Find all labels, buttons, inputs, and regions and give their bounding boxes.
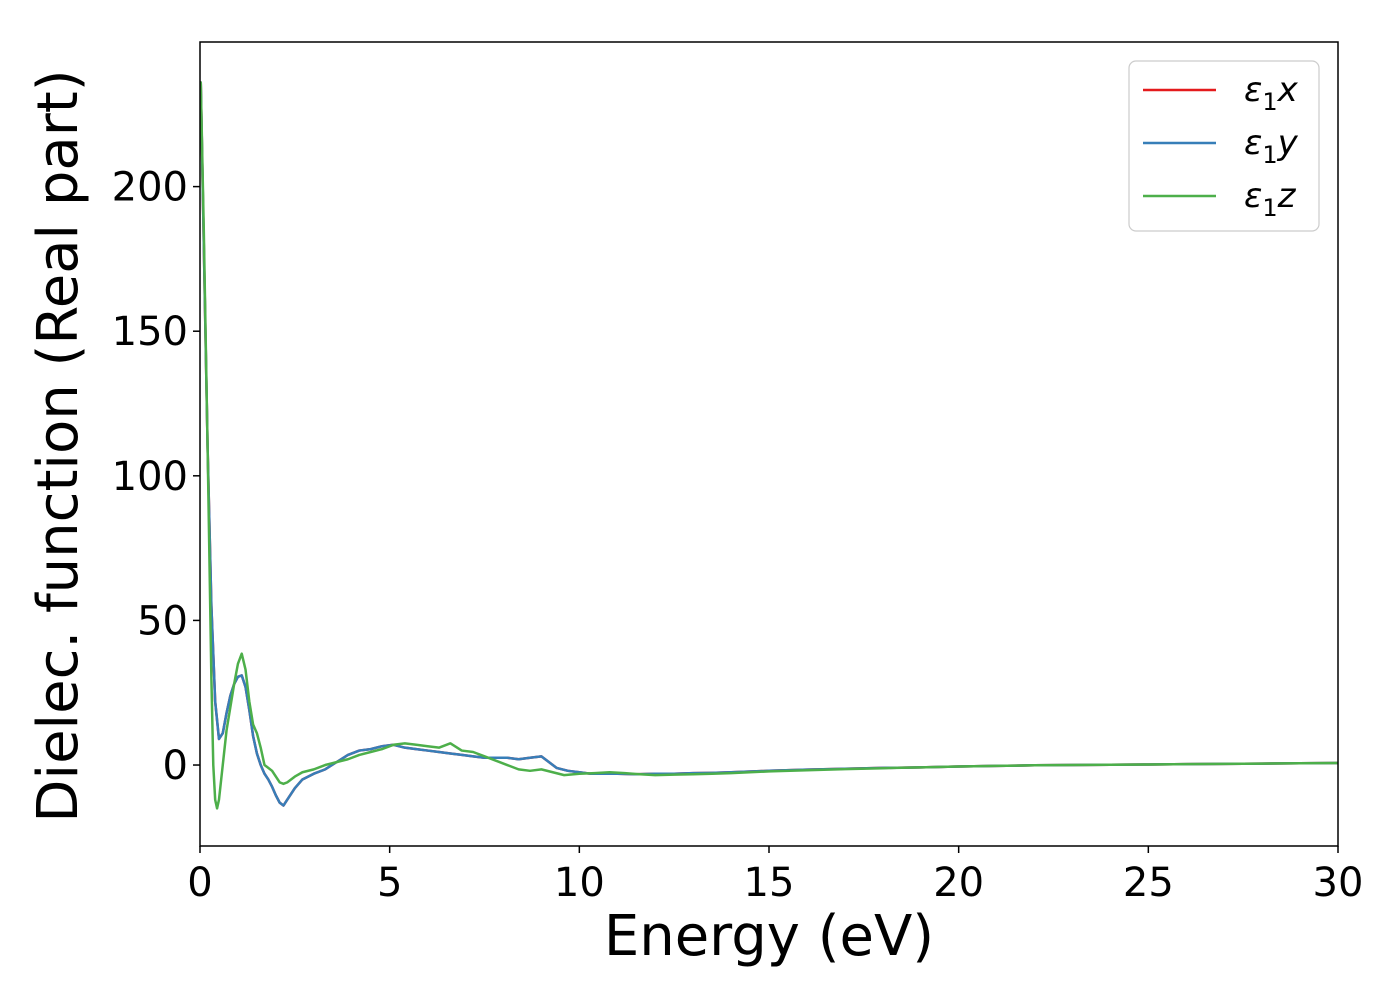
legend-label-x: ε1x [1244,70,1299,116]
y-tick-label: 100 [112,454,188,500]
legend-component: z [1277,176,1297,216]
legend-label-z: ε1z [1244,176,1297,222]
legend-symbol: ε [1244,176,1262,216]
y-tick-label: 150 [112,309,188,355]
x-tick-label: 5 [377,860,402,906]
x-axis-title: Energy (eV) [604,904,934,969]
y-axis: 0 50 100 150 200 [112,165,200,789]
legend-symbol: ε [1244,123,1262,163]
x-tick-label: 25 [1123,860,1174,906]
y-tick-label: 50 [137,598,188,644]
x-tick-label: 0 [187,860,212,906]
legend-box [1128,60,1320,232]
x-tick-label: 15 [744,860,795,906]
legend-subscript: 1 [1262,194,1277,222]
x-tick-label: 20 [933,860,984,906]
x-tick-label: 10 [554,860,605,906]
legend-component: y [1277,123,1299,163]
y-tick-label: 200 [112,165,188,211]
y-axis-title: Dielec. function (Real part) [26,69,91,822]
series-line-z [200,81,1338,810]
legend-subscript: 1 [1262,141,1277,169]
y-tick-label: 0 [163,743,188,789]
legend-subscript: 1 [1262,88,1277,116]
x-axis: 0 5 10 15 20 25 30 [187,846,1363,906]
legend-label-y: ε1y [1244,123,1299,169]
x-tick-label: 30 [1313,860,1364,906]
legend-component: x [1277,70,1299,110]
legend-symbol: ε [1244,70,1262,110]
series-layer [200,81,1338,810]
